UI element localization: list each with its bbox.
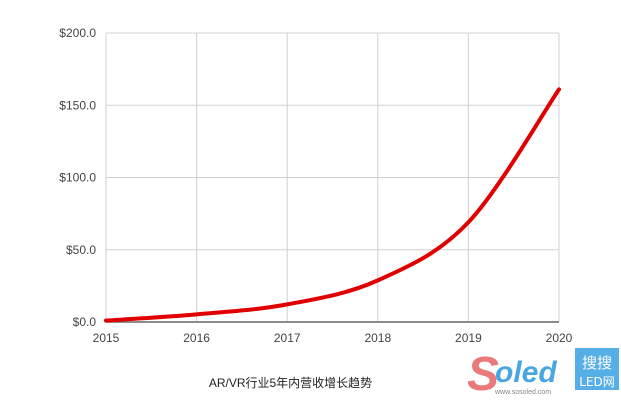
y-tick-label: $0.0	[73, 315, 97, 329]
y-axis-ticks: $0.0 $50.0 $100.0 $150.0 $200.0	[59, 26, 96, 329]
series-group	[104, 87, 561, 323]
x-tick-label: 2018	[364, 331, 391, 345]
series-line	[104, 87, 561, 323]
x-tick-label: 2020	[546, 331, 573, 345]
svg-text:LED网: LED网	[579, 375, 615, 389]
svg-text:S: S	[467, 348, 499, 401]
svg-text:www.sosoled.com: www.sosoled.com	[494, 389, 551, 396]
watermark-logo: S oled 搜搜 LED网 www.sosoled.com	[467, 348, 619, 401]
y-tick-label: $50.0	[66, 243, 96, 257]
x-tick-label: 2019	[455, 331, 482, 345]
x-tick-label: 2017	[274, 331, 301, 345]
x-tick-label: 2015	[93, 331, 120, 345]
x-axis-ticks: 2015 2016 2017 2018 2019 2020	[93, 331, 573, 345]
chart-title: AR/VR行业5年内营收增长趋势	[208, 376, 373, 390]
y-tick-label: $200.0	[59, 26, 96, 40]
y-tick-label: $150.0	[59, 98, 96, 112]
y-tick-label: $100.0	[59, 171, 96, 185]
x-tick-label: 2016	[183, 331, 210, 345]
svg-text:oled: oled	[495, 356, 557, 389]
grid	[105, 32, 560, 323]
svg-text:搜搜: 搜搜	[582, 354, 612, 372]
